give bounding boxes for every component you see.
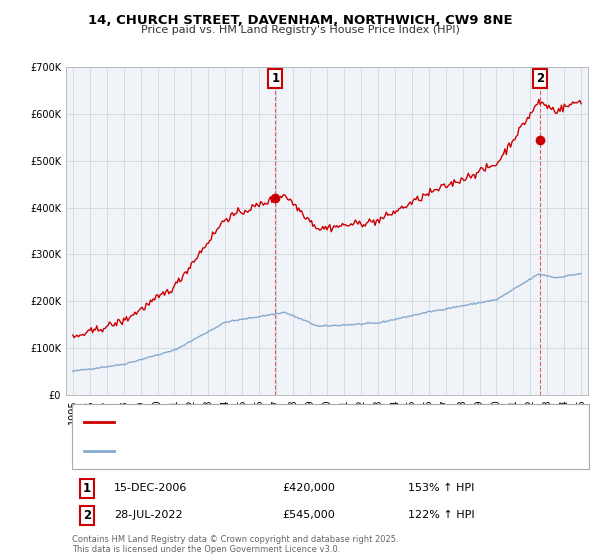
Text: £420,000: £420,000	[282, 483, 335, 493]
Text: 1: 1	[271, 72, 280, 85]
Text: Price paid vs. HM Land Registry's House Price Index (HPI): Price paid vs. HM Land Registry's House …	[140, 25, 460, 35]
Text: HPI: Average price, semi-detached house, Cheshire West and Chester: HPI: Average price, semi-detached house,…	[120, 446, 467, 455]
Text: 1: 1	[83, 482, 91, 495]
Text: £545,000: £545,000	[282, 510, 335, 520]
Text: 15-DEC-2006: 15-DEC-2006	[114, 483, 187, 493]
Text: 28-JUL-2022: 28-JUL-2022	[114, 510, 182, 520]
Text: 2: 2	[83, 508, 91, 522]
Text: 153% ↑ HPI: 153% ↑ HPI	[408, 483, 475, 493]
Text: 14, CHURCH STREET, DAVENHAM, NORTHWICH, CW9 8NE: 14, CHURCH STREET, DAVENHAM, NORTHWICH, …	[88, 14, 512, 27]
Text: Contains HM Land Registry data © Crown copyright and database right 2025.: Contains HM Land Registry data © Crown c…	[72, 535, 398, 544]
Text: 122% ↑ HPI: 122% ↑ HPI	[408, 510, 475, 520]
Text: This data is licensed under the Open Government Licence v3.0.: This data is licensed under the Open Gov…	[72, 545, 340, 554]
Text: 14, CHURCH STREET, DAVENHAM, NORTHWICH, CW9 8NE (semi-detached house): 14, CHURCH STREET, DAVENHAM, NORTHWICH, …	[120, 417, 525, 427]
Text: 2: 2	[536, 72, 544, 85]
